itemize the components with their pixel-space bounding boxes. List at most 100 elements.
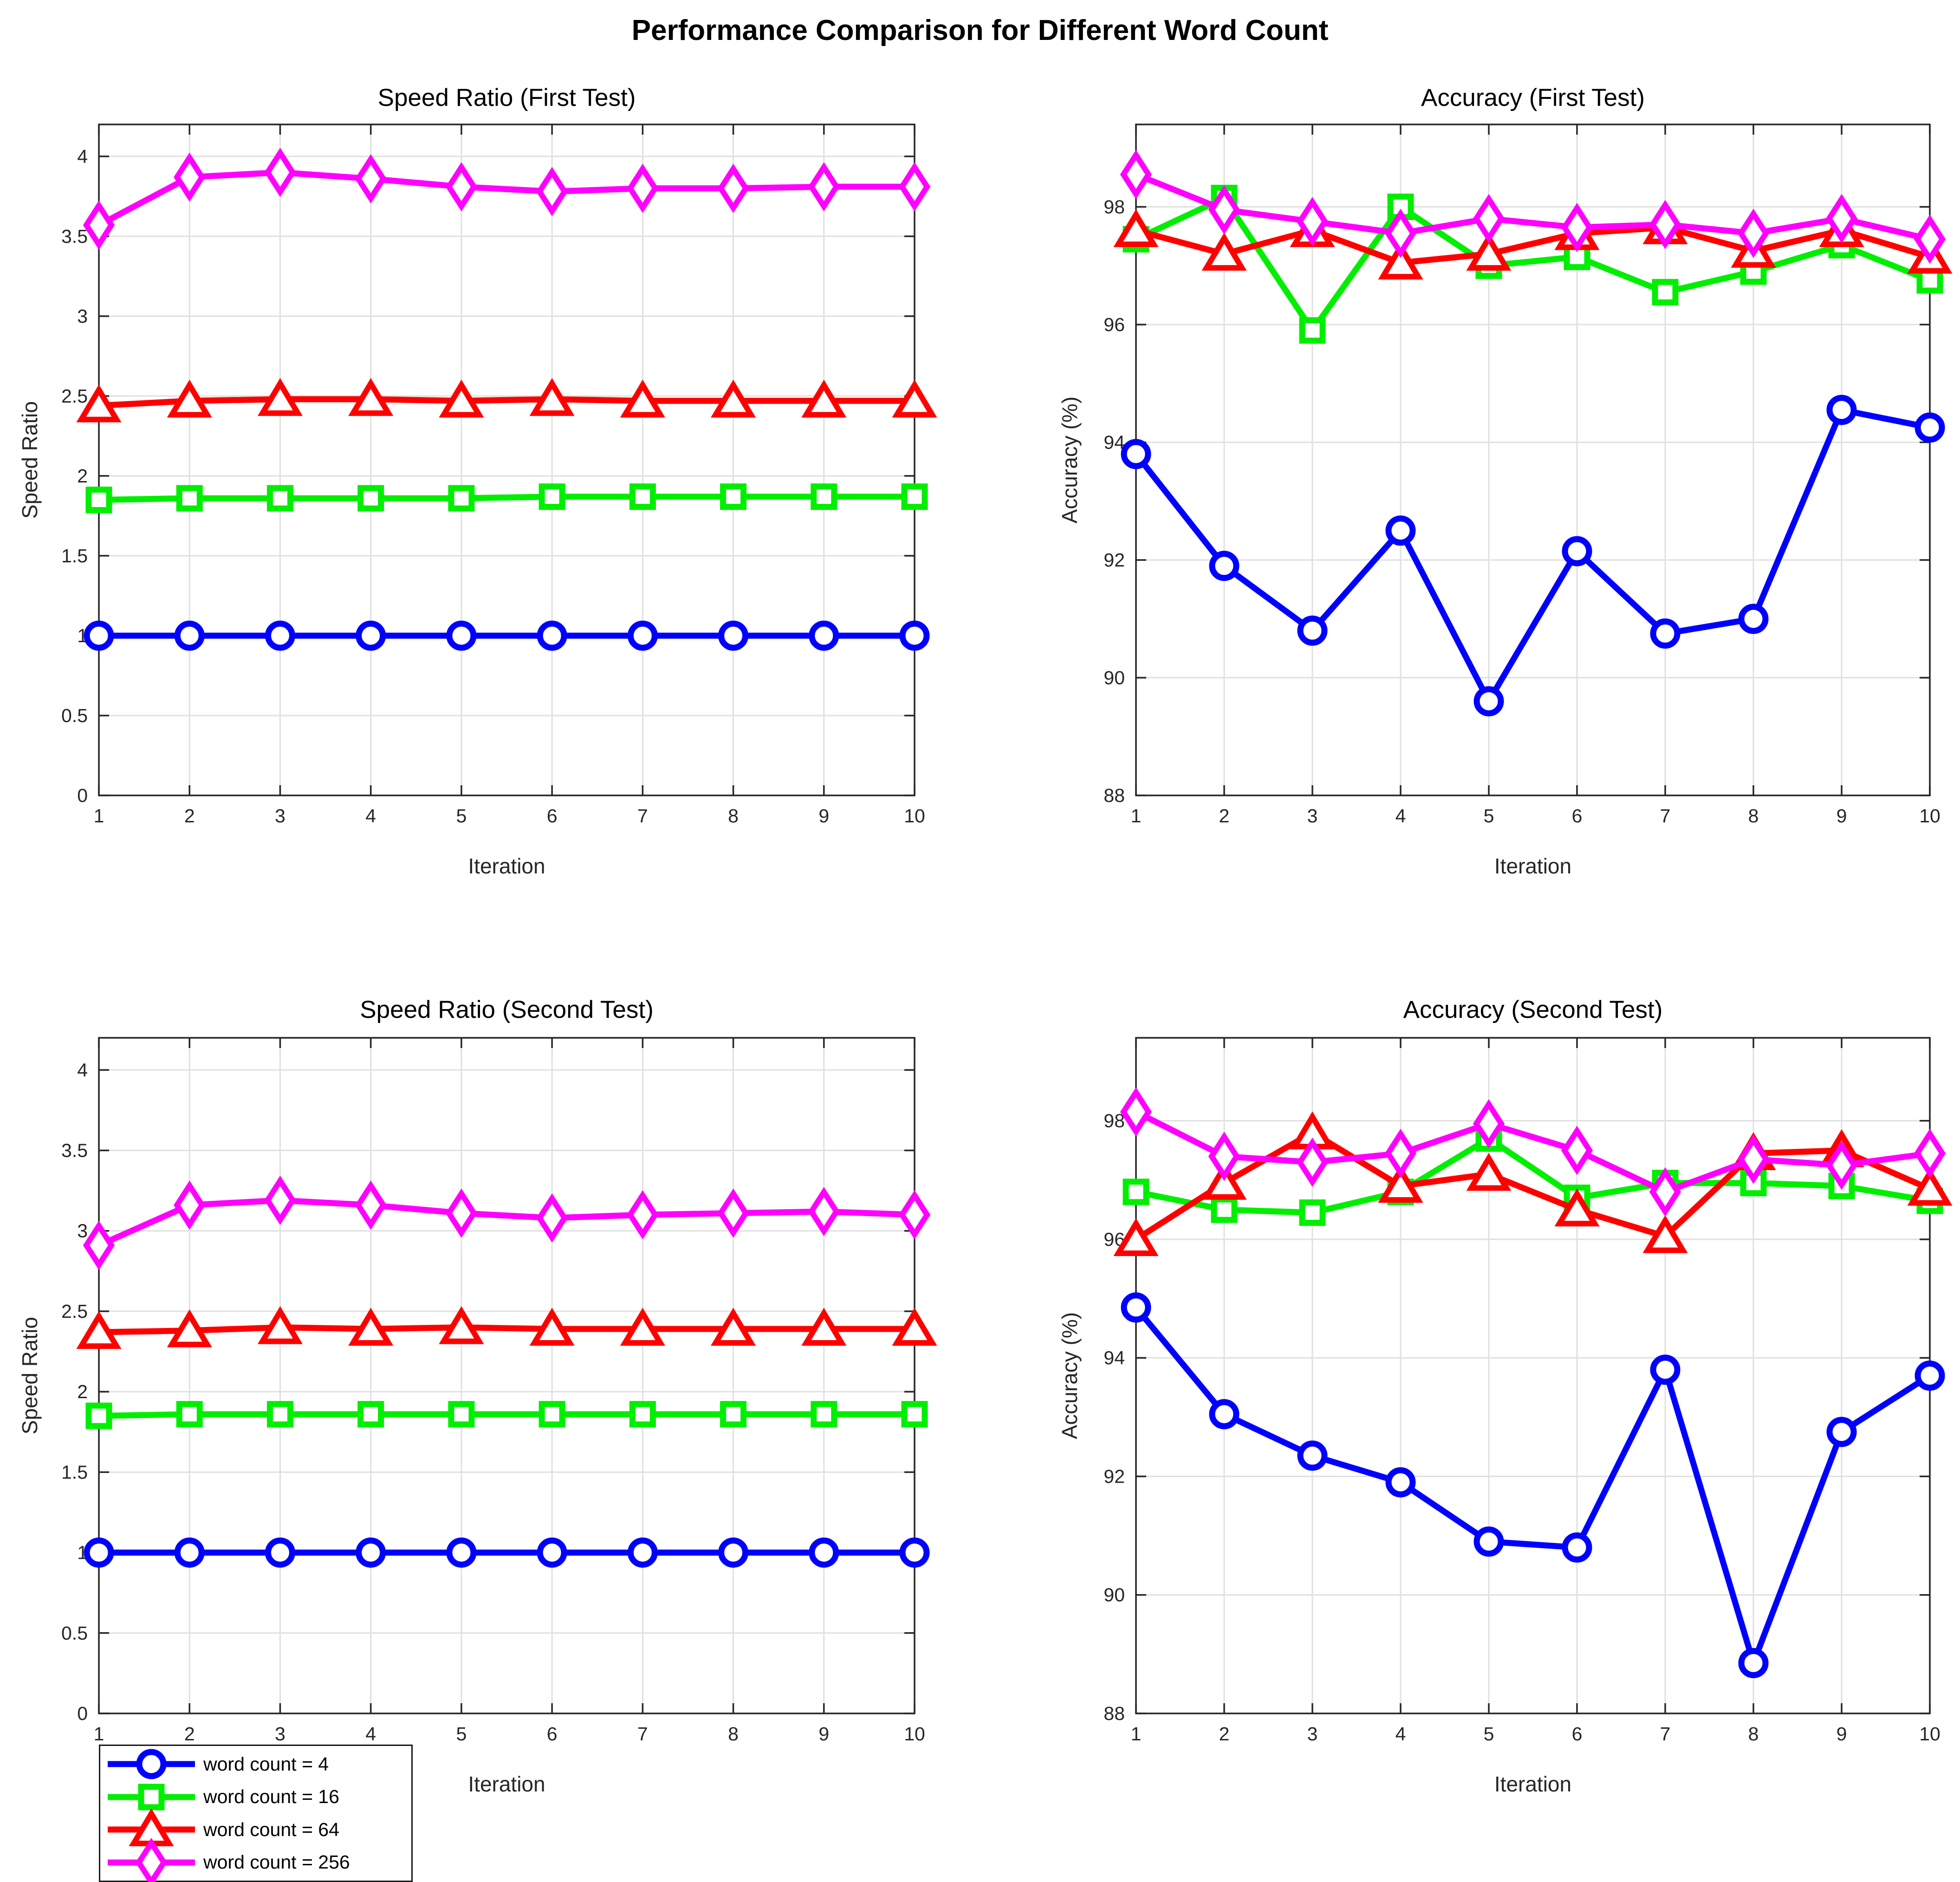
circle-marker-icon (174, 1537, 205, 1568)
x-tick-label: 3 (1307, 805, 1318, 827)
y-tick-label: 0 (77, 1703, 88, 1724)
triangle-marker-icon (76, 384, 122, 423)
circle-marker-icon (84, 620, 114, 651)
x-tick-label: 1 (94, 1723, 104, 1745)
subplot-speed-ratio-first-test: 1 2 3 4 5 6 7 8 9 10 0 0.5 1 1.5 2 2.5 3 3.5 4 Speed Ratio … (0, 51, 980, 957)
x-tick-label: 9 (818, 805, 829, 827)
square-marker-icon (85, 487, 112, 514)
square-marker-icon (448, 485, 475, 512)
y-tick-label: 3 (77, 1220, 88, 1242)
triangle-marker-icon (1201, 233, 1247, 271)
diamond-marker-icon (536, 167, 568, 216)
diamond-marker-icon (1737, 208, 1770, 258)
diamond-marker-icon (627, 163, 659, 213)
circle-marker-icon (446, 1537, 477, 1568)
diamond-marker-icon (1473, 194, 1505, 243)
circle-marker-icon (1385, 1467, 1416, 1498)
y-tick-label: 94 (1103, 431, 1125, 453)
diamond-marker-icon (1296, 1137, 1329, 1187)
y-tick-label: 88 (1103, 785, 1125, 806)
diamond-marker-icon (1561, 202, 1593, 252)
circle-marker-icon (1209, 1399, 1240, 1429)
y-tick-label: 94 (1103, 1347, 1125, 1368)
legend-item: word count = 16 (105, 1781, 411, 1813)
x-tick-label: 2 (1219, 805, 1230, 827)
circle-marker-icon (1826, 1417, 1857, 1447)
square-marker-icon (266, 1401, 293, 1428)
triangle-marker-icon (1554, 1188, 1600, 1227)
circle-marker-icon (537, 1537, 567, 1568)
x-tick-label: 9 (818, 1723, 829, 1745)
circle-marker-icon (1473, 1526, 1504, 1557)
y-tick-label: 0 (77, 785, 88, 806)
y-tick-label: 88 (1103, 1703, 1125, 1724)
triangle-marker-icon (348, 1308, 394, 1346)
diamond-marker-icon (83, 1220, 115, 1270)
x-tick-label: 4 (365, 805, 376, 827)
triangle-marker-icon (1466, 233, 1512, 271)
x-tick-label: 8 (1748, 1723, 1759, 1745)
x-tick-label: 7 (1660, 805, 1671, 827)
series-line (1133, 1305, 1932, 1673)
triangle-marker-icon (439, 1306, 484, 1344)
x-tick-label: 10 (1919, 805, 1941, 827)
diamond-marker-icon (1737, 1134, 1770, 1184)
circle-marker-icon (809, 1537, 839, 1568)
y-tick-label: 2.5 (61, 385, 88, 407)
diamond-marker-icon (1914, 215, 1946, 264)
diamond-marker-icon (445, 1188, 478, 1238)
y-tick-label: 96 (1103, 314, 1125, 335)
diamond-marker-icon (355, 1180, 387, 1230)
circle-marker-icon (356, 620, 386, 651)
square-marker-icon (811, 1401, 837, 1428)
diamond-marker-icon (1208, 1132, 1240, 1181)
x-tick-label: 7 (1660, 1723, 1671, 1745)
triangle-marker-icon (1201, 1161, 1247, 1200)
square-marker-icon (1652, 279, 1679, 306)
figure-title: Performance Comparison for Different Wor… (631, 14, 1329, 46)
circle-marker-icon (1297, 615, 1328, 646)
y-tick-label: 1.5 (61, 545, 88, 567)
circle-marker-icon (265, 620, 295, 651)
legend-sample-circle-icon (108, 1749, 195, 1779)
y-axis-label: Accuracy (%) (1058, 1312, 1082, 1439)
x-tick-label: 3 (275, 805, 286, 827)
diamond-marker-icon (1649, 1167, 1681, 1217)
circle-marker-icon (1738, 604, 1769, 634)
square-marker-icon (357, 485, 384, 512)
y-axis-label: Accuracy (%) (1058, 397, 1082, 523)
square-marker-icon (811, 483, 837, 510)
diamond-marker-icon (717, 1188, 749, 1238)
x-tick-label: 4 (365, 1723, 376, 1745)
x-tick-label: 3 (275, 1723, 286, 1745)
triangle-marker-icon (801, 1308, 847, 1346)
circle-marker-icon (84, 1537, 114, 1568)
diamond-marker-icon (1384, 208, 1417, 258)
y-tick-label: 0.5 (61, 705, 88, 726)
square-marker-icon (539, 483, 565, 510)
y-tick-label: 92 (1103, 1465, 1125, 1487)
circle-marker-icon (1473, 686, 1504, 716)
chart-title: Accuracy (Second Test) (1403, 996, 1663, 1023)
diamond-marker-icon (174, 152, 206, 202)
subplot-accuracy-first-test: 1 2 3 4 5 6 7 8 9 10 88 90 92 94 96 98 Accuracy (First T… (980, 51, 1960, 957)
square-marker-icon (357, 1401, 384, 1428)
subplot-accuracy-second-test: 1 2 3 4 5 6 7 8 9 10 88 90 92 94 96 98 Accuracy (Second … (980, 957, 1960, 1882)
x-tick-label: 7 (637, 1723, 648, 1745)
triangle-marker-icon (1907, 1167, 1953, 1206)
triangle-marker-icon (167, 1309, 212, 1348)
x-tick-label: 2 (1219, 1723, 1230, 1745)
x-tick-label: 10 (904, 1723, 925, 1745)
triangle-marker-icon (529, 1308, 575, 1346)
series-line (98, 1324, 915, 1335)
diamond-marker-icon (264, 148, 296, 197)
circle-marker-icon (1915, 1361, 1945, 1391)
triangle-marker-icon (620, 379, 665, 418)
chart-title: Accuracy (First Test) (1421, 84, 1645, 111)
triangle-marker-icon (711, 1308, 756, 1346)
x-tick-label: 2 (184, 1723, 195, 1745)
series-line (97, 169, 915, 228)
circle-marker-icon (899, 1537, 930, 1568)
circle-marker-icon (1121, 1292, 1151, 1323)
